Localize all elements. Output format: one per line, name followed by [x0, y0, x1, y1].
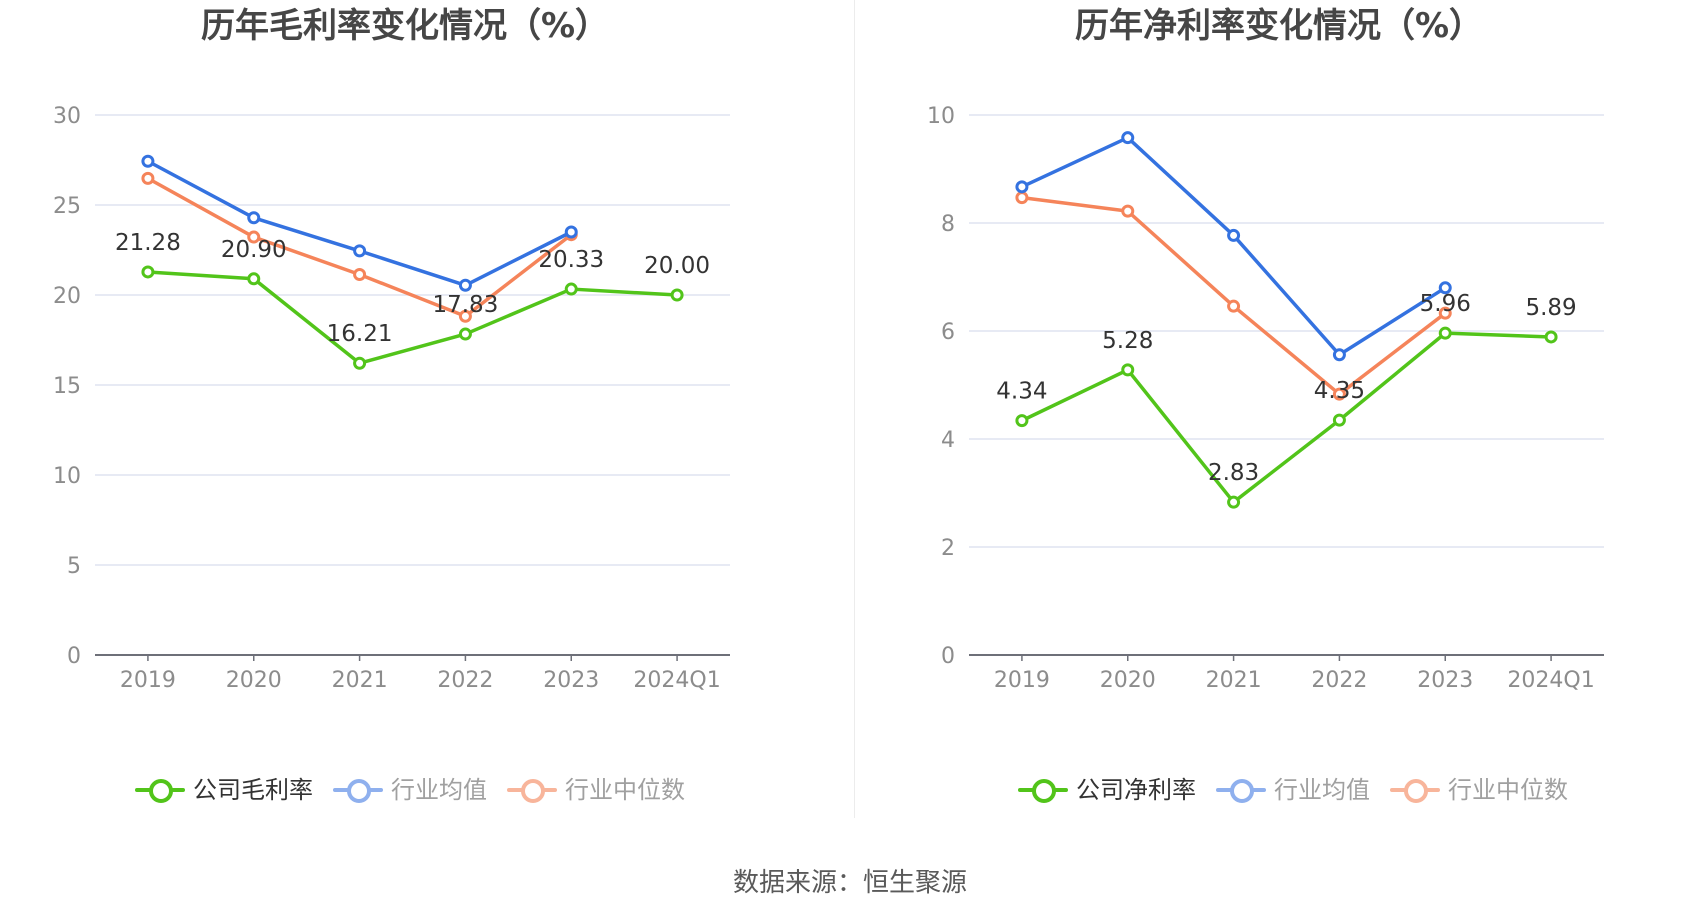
data-label: 4.35 [1314, 378, 1365, 404]
series-line-company [1021, 331, 1552, 504]
data-point-industry_avg [141, 154, 155, 168]
y-tick-label: 10 [53, 464, 81, 489]
data-label: 5.96 [1420, 291, 1471, 317]
y-tick-label: 25 [53, 194, 81, 219]
data-label: 5.28 [1102, 328, 1153, 354]
data-point-industry_avg [1227, 228, 1241, 242]
data-point-industry_median [1438, 306, 1452, 320]
legend-line-circle-icon [1216, 775, 1266, 805]
legend-label: 行业均值 [391, 776, 487, 804]
series-line-company [147, 270, 678, 365]
legend-line-circle-icon [1390, 775, 1440, 805]
data-label: 16.21 [327, 321, 393, 347]
series-line-industry_avg [147, 159, 573, 288]
data-point-company [1438, 326, 1452, 340]
x-tick-label: 2021 [332, 668, 388, 693]
data-label: 4.34 [996, 379, 1047, 405]
x-tick-label: 2019 [120, 668, 176, 693]
x-tick-label: 2019 [994, 668, 1050, 693]
legend-item-company-net-margin[interactable]: 公司净利率 [1018, 775, 1196, 805]
data-point-company [670, 288, 684, 302]
gross-margin-legend: 公司毛利率 行业均值 行业中位数 [135, 772, 705, 808]
x-tick-label: 2023 [1417, 668, 1473, 693]
x-tick-label: 2021 [1206, 668, 1262, 693]
data-label: 20.00 [644, 253, 710, 279]
legend-item-company-gross-margin[interactable]: 公司毛利率 [135, 775, 313, 805]
legend-label: 行业均值 [1274, 776, 1370, 804]
data-point-industry_avg [1438, 281, 1452, 295]
data-point-industry_median [458, 309, 472, 323]
data-point-industry_avg [1332, 348, 1346, 362]
data-point-company [141, 265, 155, 279]
data-point-industry_avg [458, 278, 472, 292]
data-point-company [564, 282, 578, 296]
x-tick-label: 2022 [437, 668, 493, 693]
data-point-industry_avg [564, 225, 578, 239]
legend-item-industry-average[interactable]: 行业均值 [1216, 775, 1370, 805]
data-point-industry_avg [1121, 131, 1135, 145]
legend-label: 公司净利率 [1076, 776, 1196, 804]
y-tick-label: 15 [53, 374, 81, 399]
legend-line-circle-icon [333, 775, 383, 805]
legend-label: 行业中位数 [1448, 776, 1568, 804]
data-point-industry_median [1332, 387, 1346, 401]
data-point-industry_median [1121, 204, 1135, 218]
y-tick-label: 5 [67, 554, 81, 579]
legend-item-industry-median[interactable]: 行业中位数 [507, 775, 685, 805]
data-point-company [1121, 363, 1135, 377]
x-tick-label: 2024Q1 [1507, 668, 1594, 693]
y-tick-label: 6 [941, 320, 955, 345]
x-tick-label: 2022 [1311, 668, 1367, 693]
legend-label: 公司毛利率 [193, 776, 313, 804]
x-tick-label: 2020 [1100, 668, 1156, 693]
data-point-company [353, 356, 367, 370]
data-point-industry_avg [353, 244, 367, 258]
legend-item-industry-median[interactable]: 行业中位数 [1390, 775, 1568, 805]
data-label: 5.89 [1525, 295, 1576, 321]
legend-line-circle-icon [1018, 775, 1068, 805]
series-line-industry_avg [1021, 135, 1447, 357]
x-tick-label: 2024Q1 [633, 668, 720, 693]
y-tick-label: 4 [941, 428, 955, 453]
data-point-company [1015, 414, 1029, 428]
data-label: 21.28 [115, 230, 181, 256]
data-label: 20.33 [538, 247, 604, 273]
net-margin-chart-title: 历年净利率变化情况（%） [1074, 6, 1484, 46]
y-tick-label: 8 [941, 212, 955, 237]
data-point-industry_median [1015, 191, 1029, 205]
data-point-company [458, 327, 472, 341]
data-point-industry_median [141, 171, 155, 185]
data-label: 2.83 [1208, 460, 1259, 486]
data-point-industry_median [247, 230, 261, 244]
y-tick-label: 0 [67, 644, 81, 669]
data-point-industry_avg [247, 211, 261, 225]
legend-line-circle-icon [507, 775, 557, 805]
net-margin-legend: 公司净利率 行业均值 行业中位数 [1018, 772, 1588, 808]
data-point-industry_avg [1015, 180, 1029, 194]
data-point-company [247, 272, 261, 286]
data-point-industry_median [1227, 299, 1241, 313]
data-label: 20.90 [221, 237, 287, 263]
data-point-industry_median [353, 267, 367, 281]
data-source-note: 数据来源：恒生聚源 [732, 868, 967, 898]
data-point-company [1227, 495, 1241, 509]
y-tick-label: 20 [53, 284, 81, 309]
x-tick-label: 2020 [226, 668, 282, 693]
y-tick-label: 2 [941, 536, 955, 561]
chart-divider [854, 0, 855, 818]
y-tick-label: 10 [927, 104, 955, 129]
gross-margin-chart-title: 历年毛利率变化情况（%） [200, 6, 610, 46]
data-label: 17.83 [432, 292, 498, 318]
legend-item-industry-average[interactable]: 行业均值 [333, 775, 487, 805]
x-tick-label: 2023 [543, 668, 599, 693]
y-tick-label: 30 [53, 104, 81, 129]
y-tick-label: 0 [941, 644, 955, 669]
data-point-company [1332, 413, 1346, 427]
series-line-industry_median [1021, 195, 1447, 396]
data-point-company [1544, 330, 1558, 344]
legend-line-circle-icon [135, 775, 185, 805]
legend-label: 行业中位数 [565, 776, 685, 804]
